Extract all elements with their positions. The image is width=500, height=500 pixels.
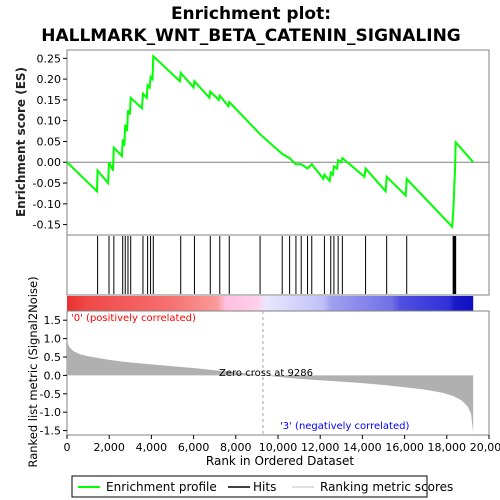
x-tick-label: 18,000 [428, 441, 467, 454]
rank-color-bar [67, 296, 474, 311]
hits-panel [66, 234, 490, 296]
hits-panel-frame [66, 234, 490, 296]
metric-y-tick-label: -1.0 [40, 406, 61, 419]
legend-enrichment-profile: Enrichment profile [106, 480, 217, 494]
x-tick-label: 6,000 [178, 441, 210, 454]
es-y-tick-label: 0.20 [37, 73, 62, 86]
metric-ylabel: Ranked list metric (Signal2Noise) [26, 276, 40, 467]
metric-y-tick-label: -0.5 [40, 388, 61, 401]
metric-y-tick-label: 1.0 [44, 333, 62, 346]
chart-title-line2: HALLMARK_WNT_BETA_CATENIN_SIGNALING [41, 26, 461, 46]
es-ylabel: Enrichment score (ES) [14, 67, 28, 217]
es-panel-frame [66, 49, 490, 236]
es-y-tick-label: 0.25 [37, 52, 62, 65]
legend-ranking-metric: Ranking metric scores [320, 480, 453, 494]
es-y-ticks: 0.25 0.20 0.15 0.10 0.05 0.00 -0.05 -0.10 -0.15 [33, 52, 67, 232]
legend-hits: Hits [253, 480, 276, 494]
x-tick-label: 10,000 [259, 441, 298, 454]
metric-y-tick-label: 1.5 [44, 314, 62, 327]
metric-y-tick-label: -1.5 [40, 425, 61, 438]
es-y-tick-label: 0.00 [37, 156, 62, 169]
metric-y-ticks: 1.5 1.0 0.5 0.0 -0.5 -1.0 -1.5 [40, 314, 67, 438]
es-y-tick-label: 0.15 [37, 94, 62, 107]
es-y-tick-label: -0.10 [33, 198, 61, 211]
zero-cross-label: Zero cross at 9286 [219, 368, 313, 379]
x-tick-label: 14,000 [343, 441, 382, 454]
x-tick-label: 12,000 [301, 441, 340, 454]
es-y-tick-label: 0.10 [37, 115, 62, 128]
metric-y-tick-label: 0.5 [44, 351, 62, 364]
metric-y-tick-label: 0.0 [44, 369, 62, 382]
metric-panel: 1.5 1.0 0.5 0.0 -0.5 -1.0 -1.5 '0' (positively… [26, 276, 490, 468]
es-y-tick-label: -0.05 [33, 177, 61, 190]
x-tick-label: 4,000 [136, 441, 168, 454]
x-tick-label: 2,000 [93, 441, 125, 454]
x-tick-label: 0 [64, 441, 71, 454]
es-panel: 0.250.200.150.100.050.00-0.05-0.10-0.15 … [14, 49, 490, 236]
x-tick-label: 16,000 [385, 441, 424, 454]
x-axis-ticks: 0 2,000 4,000 6,000 8,000 10,000 12,000 14,000 1… [64, 435, 500, 454]
es-profile-line [66, 53, 474, 230]
x-tick-label: 20,000 [470, 441, 500, 454]
legend: Enrichment profile Hits Ranking metric s… [71, 475, 453, 498]
positive-label: '0' (positively correlated) [71, 313, 196, 324]
es-y-tick-label: -0.15 [33, 219, 61, 232]
x-axis-label: Rank in Ordered Dataset [206, 454, 354, 468]
hit-marks [97, 236, 457, 294]
chart-title-line1: Enrichment plot: [171, 4, 331, 24]
rank-color-gradient [67, 296, 474, 311]
negative-label: '3' (negatively correlated) [280, 421, 409, 432]
es-y-tick-label: 0.05 [37, 135, 62, 148]
x-tick-label: 8,000 [220, 441, 252, 454]
